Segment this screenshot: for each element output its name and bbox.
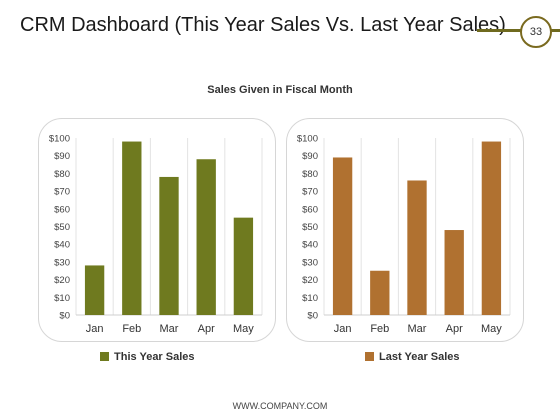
y-tick-label-last-year: $100 xyxy=(297,134,318,145)
chart-title: Sales Given in Fiscal Month xyxy=(207,84,353,96)
y-tick-label-last-year: $90 xyxy=(302,151,318,162)
y-tick-label-last-year: $70 xyxy=(302,187,318,198)
legend-swatch-this-year xyxy=(100,352,109,361)
x-tick-label-this-year: Feb xyxy=(122,323,141,335)
legend-last-year: Last Year Sales xyxy=(365,351,460,363)
bar-this-year-apr xyxy=(196,159,216,315)
y-tick-label-this-year: $10 xyxy=(54,293,70,304)
x-tick-label-this-year: Apr xyxy=(198,323,215,335)
footer-url: WWW.COMPANY.COM xyxy=(232,401,328,411)
bar-last-year-apr xyxy=(444,230,464,315)
bar-this-year-jan xyxy=(84,265,105,315)
y-tick-label-this-year: $70 xyxy=(54,187,70,198)
bar-last-year-mar xyxy=(407,180,427,315)
page-number-badge: 33 xyxy=(520,16,552,48)
x-tick-label-this-year: Mar xyxy=(160,323,179,335)
y-tick-label-last-year: $30 xyxy=(302,257,318,268)
page-title: CRM Dashboard (This Year Sales Vs. Last … xyxy=(20,14,506,36)
legend-label-last-year: Last Year Sales xyxy=(379,351,460,363)
y-tick-label-last-year: $60 xyxy=(302,204,318,215)
y-tick-label-last-year: $10 xyxy=(302,293,318,304)
bar-last-year-feb xyxy=(370,270,390,315)
y-tick-label-this-year: $30 xyxy=(54,257,70,268)
x-tick-label-last-year: Apr xyxy=(446,323,463,335)
y-tick-label-last-year: $0 xyxy=(307,311,318,322)
y-tick-label-this-year: $90 xyxy=(54,151,70,162)
y-tick-label-last-year: $20 xyxy=(302,275,318,286)
bar-this-year-may xyxy=(233,217,254,315)
legend-swatch-last-year xyxy=(365,352,374,361)
x-tick-label-last-year: Jan xyxy=(334,323,352,335)
y-tick-label-this-year: $0 xyxy=(59,311,70,322)
legend-this-year: This Year Sales xyxy=(100,351,195,363)
bar-last-year-jan xyxy=(332,157,353,315)
y-tick-label-this-year: $40 xyxy=(54,240,70,251)
x-tick-label-this-year: May xyxy=(233,323,254,335)
bar-last-year-may xyxy=(481,141,502,315)
y-tick-label-last-year: $50 xyxy=(302,222,318,233)
y-tick-label-this-year: $20 xyxy=(54,275,70,286)
x-tick-label-this-year: Jan xyxy=(86,323,104,335)
x-tick-label-last-year: Feb xyxy=(370,323,389,335)
bar-this-year-mar xyxy=(159,176,179,315)
y-tick-label-this-year: $100 xyxy=(49,134,70,145)
y-tick-label-this-year: $60 xyxy=(54,204,70,215)
x-tick-label-last-year: Mar xyxy=(408,323,427,335)
y-tick-label-this-year: $50 xyxy=(54,222,70,233)
legend-label-this-year: This Year Sales xyxy=(114,351,195,363)
x-tick-label-last-year: May xyxy=(481,323,502,335)
y-tick-label-this-year: $80 xyxy=(54,169,70,180)
title-rule xyxy=(477,29,525,32)
y-tick-label-last-year: $80 xyxy=(302,169,318,180)
bar-this-year-feb xyxy=(122,141,142,315)
y-tick-label-last-year: $40 xyxy=(302,240,318,251)
